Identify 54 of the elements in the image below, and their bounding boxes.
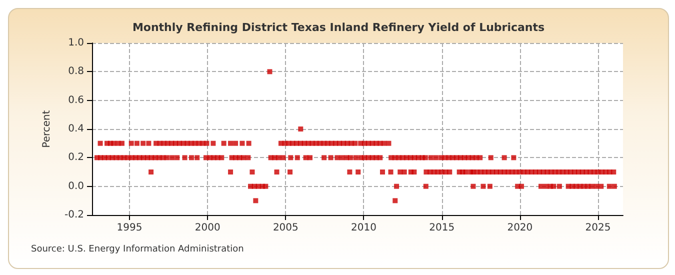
point: [589, 184, 594, 189]
point: [128, 140, 134, 146]
x-tick-label: 2005: [272, 222, 298, 234]
point: [246, 140, 252, 146]
point: [538, 184, 544, 189]
y-tick-label: 0.4: [68, 124, 84, 134]
chart-title: Monthly Refining District Texas Inland Refinery Yield of Lubricants: [132, 21, 546, 34]
point: [352, 140, 358, 146]
point: [386, 140, 392, 146]
point: [263, 184, 268, 189]
point: [98, 140, 103, 146]
x-tick-label: 1995: [116, 222, 142, 234]
point: [134, 140, 140, 146]
y-tick-label: 0.6: [68, 94, 84, 106]
point: [594, 184, 599, 189]
y-tick-label: -0.2: [64, 210, 84, 220]
x-tick-label: 2025: [585, 222, 611, 234]
point: [221, 140, 226, 146]
point: [240, 140, 245, 146]
point: [267, 69, 272, 74]
x-tick-label: 2000: [194, 222, 220, 234]
point: [146, 140, 152, 146]
point: [140, 140, 146, 146]
point: [111, 140, 116, 146]
point: [470, 184, 476, 189]
point: [480, 184, 486, 189]
point: [119, 140, 124, 146]
y-tick-label: 0.2: [68, 152, 84, 164]
point: [210, 140, 216, 146]
point: [394, 184, 400, 189]
point: [556, 184, 562, 189]
x-tick-label: 2015: [429, 222, 455, 234]
y-tick-label: 0.0: [68, 180, 84, 192]
point: [606, 184, 612, 189]
y-tick-label: 0.8: [68, 66, 84, 78]
y-axis-title: Percent: [42, 110, 52, 148]
point: [253, 198, 258, 204]
point: [544, 184, 549, 189]
point: [228, 140, 234, 146]
point: [298, 126, 304, 132]
x-tick-label: 2020: [507, 222, 533, 234]
point: [382, 140, 387, 146]
point: [487, 184, 492, 189]
point: [423, 184, 428, 189]
y-tick-label: 1.0: [68, 38, 84, 48]
point: [598, 184, 604, 189]
point: [612, 184, 617, 189]
point: [204, 140, 210, 146]
point: [233, 140, 238, 146]
point: [392, 198, 398, 204]
source-note: Source: U.S. Energy Information Administration: [31, 244, 244, 254]
point: [551, 184, 556, 189]
x-tick-label: 2010: [351, 222, 376, 234]
point: [518, 184, 524, 189]
